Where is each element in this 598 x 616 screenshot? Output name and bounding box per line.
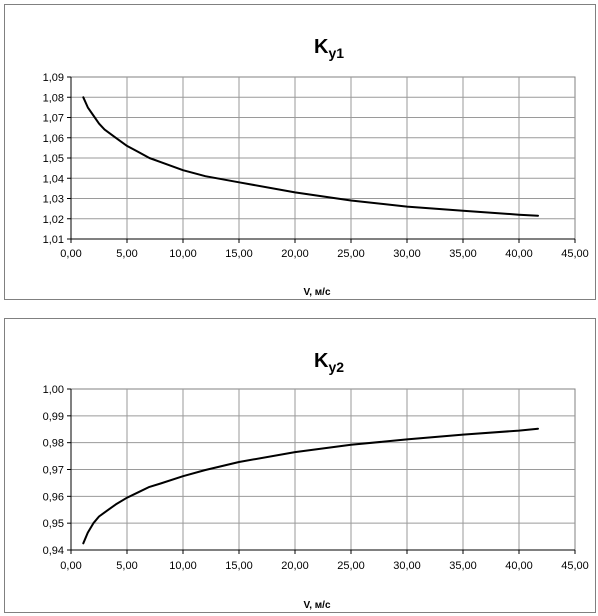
x-tick-label: 40,00 <box>505 560 533 572</box>
y-tick-label: 0,94 <box>43 545 64 557</box>
series-line <box>82 427 539 545</box>
series-line <box>82 96 539 217</box>
y-tick-label: 1,06 <box>43 133 64 145</box>
chart-title: Ky2 <box>314 350 344 375</box>
x-tick-label: 35,00 <box>449 560 477 572</box>
x-tick-label: 45,00 <box>561 248 589 260</box>
y-tick-label: 1,05 <box>43 153 64 165</box>
y-tick-label: 0,97 <box>43 465 64 477</box>
chart-ky2: Ky2 0,00 5,00 10,00 15,00 20,00 25,00 30,00 35,0… <box>43 350 589 611</box>
x-tick-label: 45,00 <box>561 560 589 572</box>
x-tick-label: 30,00 <box>393 248 421 260</box>
y-tick-label: 0,96 <box>43 491 64 503</box>
x-tick-label: 10,00 <box>169 560 197 572</box>
chart-panel-ky1: Ky1 0,00 5,00 10,00 15,00 20,00 25,00 30,00 35,0… <box>4 4 596 300</box>
x-axis-label: V, м/с <box>303 600 330 611</box>
x-tick-label: 15,00 <box>225 248 253 260</box>
y-tick-label: 0,95 <box>43 518 64 530</box>
x-tick-label: 0,00 <box>60 248 81 260</box>
y-tick-label: 1,03 <box>43 194 64 206</box>
y-tick-label: 1,08 <box>43 92 64 104</box>
chart-title-main: K <box>314 36 329 58</box>
y-tick-label: 1,07 <box>43 113 64 125</box>
y-tick-label: 1,00 <box>43 384 64 396</box>
y-tick-label: 0,98 <box>43 438 64 450</box>
chart-title-subscript: y2 <box>328 359 344 375</box>
x-tick-label: 10,00 <box>169 248 197 260</box>
chart-title: Ky1 <box>314 36 344 61</box>
x-tick-label: 20,00 <box>281 560 309 572</box>
x-tick-label: 35,00 <box>449 248 477 260</box>
x-tick-label: 0,00 <box>60 560 81 572</box>
chart-panel-ky2: Ky2 0,00 5,00 10,00 15,00 20,00 25,00 30,00 35,0… <box>4 318 596 613</box>
chart-title-subscript: y1 <box>328 45 344 61</box>
y-tick-label: 0,99 <box>43 411 64 423</box>
x-tick-label: 25,00 <box>337 560 365 572</box>
y-tick-label: 1,02 <box>43 214 64 226</box>
chart-title-main: K <box>314 350 329 372</box>
x-tick-label: 25,00 <box>337 248 365 260</box>
x-tick-label: 5,00 <box>116 560 137 572</box>
y-tick-label: 1,04 <box>43 173 64 185</box>
y-tick-label: 1,09 <box>43 72 64 84</box>
x-axis-label: V, м/с <box>303 287 330 298</box>
y-tick-label: 1,01 <box>43 234 64 246</box>
x-tick-label: 15,00 <box>225 560 253 572</box>
chart-ky1: Ky1 0,00 5,00 10,00 15,00 20,00 25,00 30,00 35,0… <box>43 36 589 298</box>
x-tick-label: 20,00 <box>281 248 309 260</box>
x-tick-label: 40,00 <box>505 248 533 260</box>
x-tick-label: 30,00 <box>393 560 421 572</box>
x-tick-label: 5,00 <box>116 248 137 260</box>
